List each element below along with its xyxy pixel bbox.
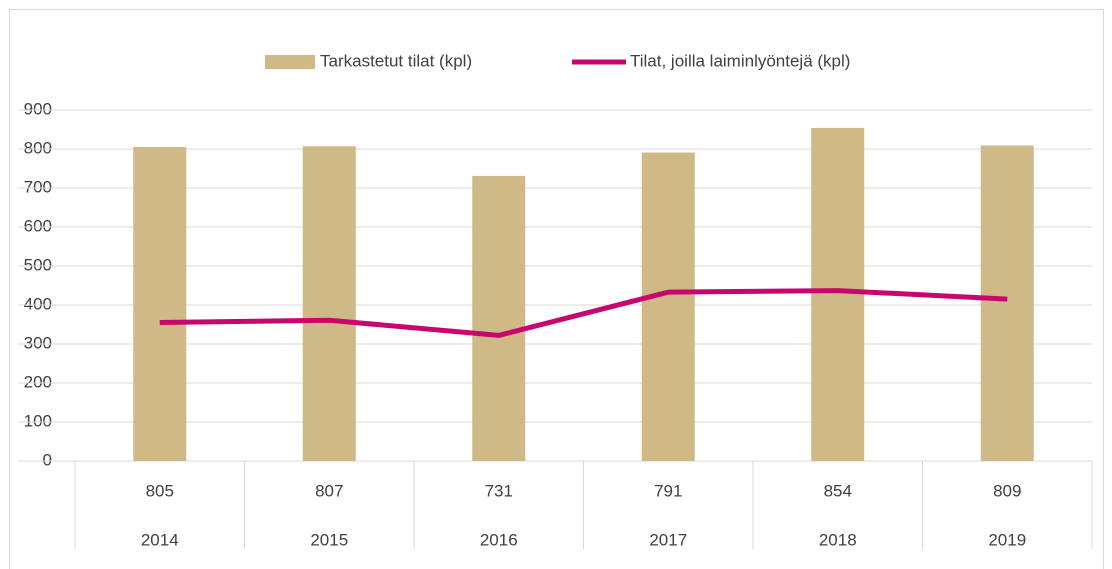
y-tick-label: 400 <box>24 294 52 313</box>
x-tick-label: 2014 <box>141 530 179 549</box>
bar <box>472 175 526 461</box>
y-tick-label: 500 <box>24 255 52 274</box>
table-value: 807 <box>315 481 343 500</box>
x-tick-label: 2019 <box>988 530 1026 549</box>
table-value: 809 <box>993 481 1021 500</box>
chart-border <box>9 9 1104 569</box>
table-value: 791 <box>654 481 682 500</box>
x-tick-label: 2017 <box>649 530 687 549</box>
bar <box>811 127 865 461</box>
legend-label: Tarkastetut tilat (kpl) <box>320 51 472 70</box>
bar <box>641 152 695 461</box>
x-tick-label: 2018 <box>819 530 857 549</box>
table-value: 854 <box>824 481 852 500</box>
y-tick-label: 600 <box>24 216 52 235</box>
y-tick-label: 700 <box>24 177 52 196</box>
bar <box>133 147 187 462</box>
legend-label: Tilat, joilla laiminlyöntejä (kpl) <box>630 51 850 70</box>
y-tick-label: 100 <box>24 411 52 430</box>
table-value: 805 <box>146 481 174 500</box>
legend-swatch <box>265 55 315 69</box>
bar <box>302 146 356 461</box>
table-value: 731 <box>485 481 513 500</box>
x-tick-label: 2015 <box>310 530 348 549</box>
y-tick-label: 0 <box>43 450 52 469</box>
x-tick-label: 2016 <box>480 530 518 549</box>
y-tick-label: 200 <box>24 372 52 391</box>
line-series <box>159 288 1008 338</box>
y-tick-label: 900 <box>24 99 52 118</box>
y-tick-label: 800 <box>24 138 52 157</box>
bar <box>980 145 1034 462</box>
y-tick-label: 300 <box>24 333 52 352</box>
